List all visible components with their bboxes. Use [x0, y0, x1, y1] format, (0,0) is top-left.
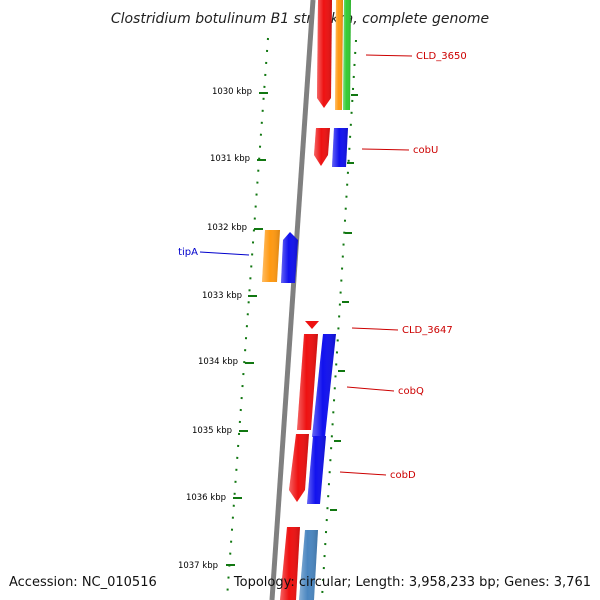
- label-cobU[interactable]: cobU: [413, 145, 438, 156]
- kbp-label-1033: 1033 kbp: [202, 291, 242, 301]
- kbp-label-1031: 1031 kbp: [210, 154, 250, 164]
- gene-CLD_3650-red-shade: [317, 0, 332, 108]
- leader-CLD_3647: [351, 327, 399, 331]
- map-title: Clostridium botulinum B1 str. Okra, comp…: [111, 11, 489, 27]
- kbp-label-1032: 1032 kbp: [207, 223, 247, 233]
- gene-cobU-red-shade: [314, 128, 330, 166]
- kbp-label-1036: 1036 kbp: [186, 493, 226, 503]
- gene-cobU-blue-shade: [332, 128, 348, 167]
- gene-tipA-blue-shade: [281, 232, 298, 283]
- leader-cobD: [339, 471, 387, 476]
- gene-cobD-red-shade: [289, 434, 309, 502]
- gene-tipA-orange-shade: [262, 230, 280, 282]
- gene-labels: CLD_3650 cobU tipA CLD_3647 cobQ cobD: [178, 51, 467, 481]
- kbp-label-1037: 1037 kbp: [178, 561, 218, 571]
- accession-text: Accession: NC_010516: [9, 575, 157, 590]
- leader-CLD_3650: [365, 54, 413, 57]
- right-track-dots: [321, 39, 357, 599]
- gene-bottom-steelblue-shade: [299, 530, 318, 600]
- genome-axis: [269, 0, 316, 600]
- gene-cobQ-red-shade: [297, 334, 318, 430]
- gene-features: [262, 0, 351, 600]
- label-cobD[interactable]: cobD: [390, 470, 416, 481]
- kbp-label-1030: 1030 kbp: [212, 87, 252, 97]
- kbp-label-1034: 1034 kbp: [198, 357, 238, 367]
- gene-cobQ-blue-shade: [312, 334, 336, 437]
- label-CLD_3647[interactable]: CLD_3647: [402, 325, 453, 336]
- genome-stats-text: Topology: circular; Length: 3,958,233 bp…: [233, 575, 591, 590]
- label-CLD_3650[interactable]: CLD_3650: [416, 51, 467, 62]
- left-track-dots: [226, 37, 269, 599]
- gene-CLD_3650-green-shade: [343, 0, 351, 110]
- leader-cobU: [361, 148, 410, 151]
- label-cobQ[interactable]: cobQ: [398, 386, 424, 397]
- label-tipA[interactable]: tipA: [178, 247, 198, 258]
- gene-bottom-red-shade: [280, 527, 300, 600]
- gene-CLD_3650-orange-shade: [335, 0, 343, 110]
- leader-cobQ: [346, 386, 395, 392]
- gene-cobD-blue-shade: [307, 436, 326, 504]
- leader-tipA: [199, 251, 250, 256]
- right-scale-track: [321, 39, 358, 599]
- left-scale-track: 1030 kbp 1031 kbp 1032 kbp 1033 kbp 1034…: [178, 37, 269, 599]
- gene-CLD_3647-red[interactable]: [305, 321, 319, 329]
- kbp-label-1035: 1035 kbp: [192, 426, 232, 436]
